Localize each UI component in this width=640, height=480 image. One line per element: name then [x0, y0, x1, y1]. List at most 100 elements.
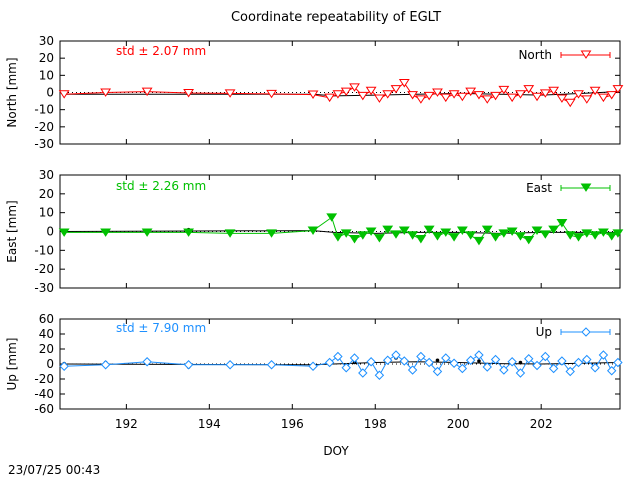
data-point: [573, 233, 584, 242]
daily-point: [518, 360, 523, 365]
data-point: [597, 93, 609, 103]
data-point: [498, 85, 510, 95]
data-point: [448, 233, 460, 242]
data-point: [589, 86, 601, 96]
data-point: [499, 365, 509, 375]
data-point: [224, 229, 236, 238]
data-point: [474, 350, 484, 360]
data-point: [332, 90, 344, 99]
data-point: [373, 234, 385, 243]
x-ticks: 192 194 196 198 200 202: [115, 319, 553, 431]
data-point: [539, 89, 551, 98]
data-point: [515, 368, 526, 378]
data-point: [581, 229, 593, 238]
data-point: [341, 363, 351, 373]
data-point: [598, 350, 609, 360]
x-tick-label: 200: [447, 417, 470, 431]
y-tick-label: -20: [34, 372, 54, 386]
data-point: [573, 357, 584, 368]
legend-label: Up: [536, 325, 552, 339]
data-point: [506, 227, 518, 236]
legend: North: [518, 48, 611, 62]
y-tick-label: -60: [34, 402, 54, 416]
panel-up: Up [mm] std ± 7.90 mm Up DOY 6040200-20-…: [5, 312, 623, 458]
data-point: [340, 229, 352, 238]
series-layer: [58, 213, 624, 246]
data-point: [100, 228, 112, 237]
data-point: [506, 93, 518, 103]
y-tick-label: 30: [39, 168, 54, 182]
panel-north: North [mm] std ± 2.07 mm North 30 20 10 0 -1…: [5, 34, 624, 151]
data-point: [374, 370, 385, 380]
data-point: [564, 98, 576, 108]
data-point: [423, 91, 435, 101]
data-point: [224, 89, 236, 98]
data-point: [612, 229, 624, 238]
data-point: [581, 95, 593, 104]
data-point: [266, 229, 277, 238]
data-point: [391, 350, 401, 360]
data-point: [564, 231, 576, 240]
y-axis-label: East [mm]: [5, 200, 19, 262]
data-point: [399, 356, 410, 366]
data-point: [548, 86, 560, 96]
y-tick-label: 10: [39, 206, 54, 220]
data-point: [225, 360, 235, 370]
y-tick-label: 40: [39, 327, 54, 341]
legend-marker: [580, 183, 592, 192]
panel-east: East [mm] std ± 2.26 mm East 30 20 10 0 -10 -…: [5, 168, 624, 295]
data-point: [326, 213, 338, 222]
data-point: [490, 354, 501, 365]
data-point: [424, 357, 434, 368]
data-point: [357, 91, 369, 101]
y-tick-label: 60: [39, 312, 54, 326]
y-tick-label: 10: [39, 68, 54, 82]
data-point: [589, 231, 601, 240]
y-tick-label: -40: [34, 387, 54, 401]
data-point: [382, 355, 393, 365]
data-point: [407, 365, 418, 375]
data-point: [266, 89, 277, 99]
data-point: [515, 90, 526, 99]
data-point: [524, 354, 534, 364]
data-point: [507, 357, 517, 367]
data-point: [141, 228, 153, 237]
y-axis-label: North [mm]: [5, 57, 19, 127]
data-point: [59, 361, 69, 371]
data-point: [531, 226, 543, 235]
data-point: [307, 226, 319, 235]
data-point: [490, 91, 501, 101]
data-point: [349, 235, 360, 244]
data-point: [340, 87, 352, 97]
data-point: [324, 93, 336, 103]
data-point: [590, 363, 600, 373]
data-point: [358, 368, 368, 378]
data-point: [531, 92, 543, 102]
series-layer: [58, 79, 624, 108]
data-point: [100, 88, 112, 97]
data-point: [390, 230, 402, 239]
data-point: [465, 87, 477, 97]
data-point: [606, 91, 618, 100]
data-point: [540, 351, 551, 362]
y-tick-label: -10: [34, 243, 54, 257]
data-point: [349, 83, 360, 92]
data-point: [324, 357, 335, 368]
data-point: [415, 95, 427, 104]
data-point: [357, 231, 369, 240]
legend-label: East: [526, 181, 552, 195]
data-point: [440, 228, 452, 237]
std-annotation: std ± 7.90 mm: [116, 321, 206, 335]
data-point: [481, 95, 493, 104]
data-point: [366, 357, 376, 367]
data-point: [382, 90, 394, 99]
data-point: [142, 357, 152, 367]
data-point: [432, 88, 443, 97]
data-point: [481, 225, 493, 235]
y-tick-label: 20: [39, 187, 54, 201]
data-point: [333, 351, 343, 362]
x-axis-label: DOY: [323, 444, 349, 458]
data-point: [183, 360, 194, 370]
